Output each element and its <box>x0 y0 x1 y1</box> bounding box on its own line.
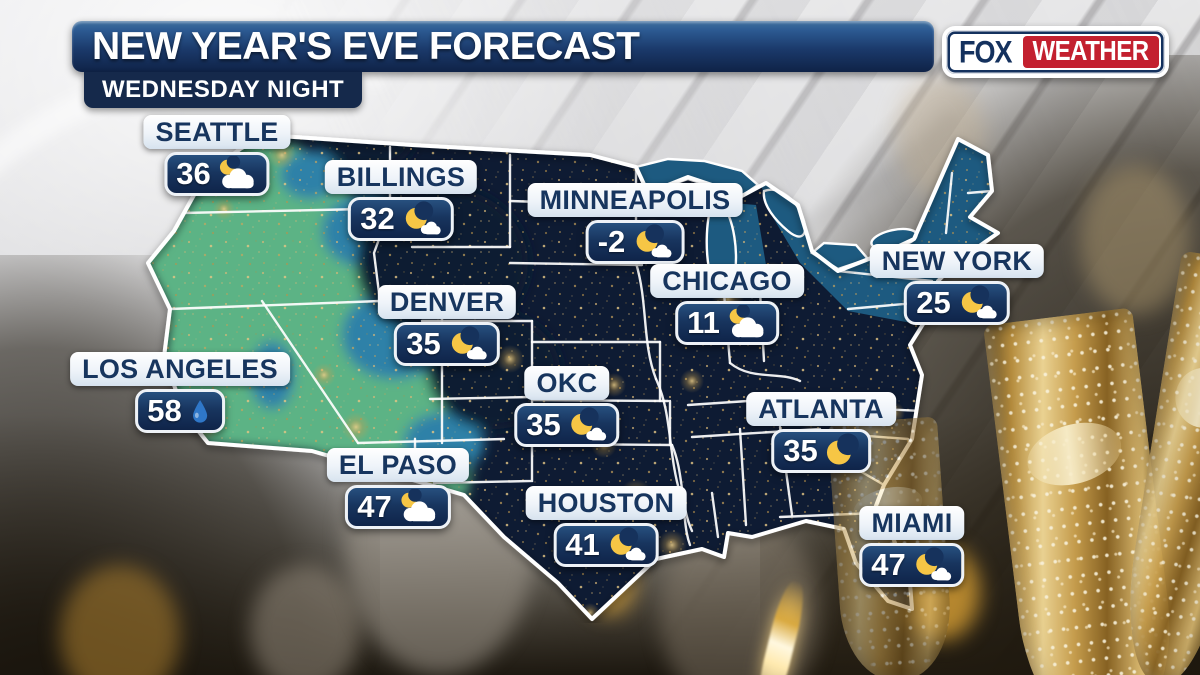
city-label-miami: MIAMI 47 <box>859 506 965 587</box>
weather-logo-text: WEATHER <box>1032 35 1150 67</box>
city-label-atlanta: ATLANTA 35 <box>746 392 896 473</box>
mostly-cloudy-night-icon <box>725 305 767 341</box>
valid-time-label: WEDNESDAY NIGHT <box>102 76 345 103</box>
mostly-cloudy-night-icon <box>216 156 258 192</box>
clear-night-icon <box>823 433 859 469</box>
city-label-seattle: SEATTLE 36 <box>143 115 291 196</box>
city-name: BILLINGS <box>324 160 478 194</box>
partly-cloudy-night-icon <box>566 407 608 443</box>
temperature-value: 41 <box>565 527 600 562</box>
temp-badge: 11 <box>675 301 779 345</box>
partly-cloudy-night-icon <box>630 224 672 260</box>
city-name: SEATTLE <box>143 115 291 149</box>
city-label-billings: BILLINGS 32 <box>324 160 478 241</box>
fox-logo-box: FOX <box>950 34 1021 70</box>
temp-badge: 32 <box>348 197 454 241</box>
city-name: MIAMI <box>859 506 965 540</box>
mostly-cloudy-night-icon <box>397 489 439 525</box>
partly-cloudy-night-icon <box>446 326 488 362</box>
fox-weather-logo: FOX WEATHER <box>942 26 1169 78</box>
city-name: HOUSTON <box>525 486 687 520</box>
temperature-value: 47 <box>357 489 392 524</box>
city-name: OKC <box>524 366 610 400</box>
rain-drop-icon <box>187 395 213 427</box>
logo-inner: FOX WEATHER <box>950 34 1161 70</box>
temperature-value: 58 <box>147 393 182 428</box>
fox-logo-text: FOX <box>959 34 1013 69</box>
city-name: LOS ANGELES <box>70 352 290 386</box>
temp-badge: 47 <box>859 543 965 587</box>
temp-badge: 35 <box>394 322 500 366</box>
temperature-value: 35 <box>783 433 818 468</box>
temp-badge: 35 <box>771 429 871 473</box>
headline-title: NEW YEAR'S EVE FORECAST <box>92 24 640 68</box>
city-name: NEW YORK <box>869 244 1045 278</box>
city-label-new-york: NEW YORK 25 <box>869 244 1045 325</box>
temperature-value: -2 <box>597 224 626 259</box>
valid-time-banner: WEDNESDAY NIGHT <box>84 72 363 108</box>
city-label-chicago: CHICAGO 11 <box>650 264 804 345</box>
weather-logo-box: WEATHER <box>1022 35 1159 68</box>
city-label-el-paso: EL PASO 47 <box>326 448 470 529</box>
city-name: CHICAGO <box>650 264 804 298</box>
temp-badge: 58 <box>135 389 225 433</box>
city-name: ATLANTA <box>746 392 896 426</box>
city-name: DENVER <box>377 285 517 319</box>
city-label-houston: HOUSTON 41 <box>525 486 687 567</box>
city-label-denver: DENVER 35 <box>377 285 517 366</box>
temp-badge: 47 <box>345 485 451 529</box>
logo-frame: FOX WEATHER <box>946 30 1165 74</box>
temperature-value: 35 <box>526 407 561 442</box>
city-name: MINNEAPOLIS <box>527 183 743 217</box>
temperature-value: 25 <box>916 285 951 320</box>
headline-banner: NEW YEAR'S EVE FORECAST <box>72 21 934 72</box>
temperature-value: 47 <box>871 547 906 582</box>
city-label-los-angeles: LOS ANGELES 58 <box>70 352 290 433</box>
city-label-minneapolis: MINNEAPOLIS -2 <box>527 183 743 264</box>
partly-cloudy-night-icon <box>956 285 998 321</box>
city-name: EL PASO <box>326 448 470 482</box>
temperature-value: 11 <box>687 305 720 340</box>
temp-badge: 25 <box>904 281 1010 325</box>
temperature-value: 36 <box>176 156 211 191</box>
partly-cloudy-night-icon <box>400 201 442 237</box>
temp-badge: -2 <box>585 220 685 264</box>
temperature-value: 32 <box>360 201 395 236</box>
temperature-value: 35 <box>406 326 441 361</box>
partly-cloudy-night-icon <box>605 527 647 563</box>
partly-cloudy-night-icon <box>911 547 953 583</box>
temp-badge: 41 <box>553 523 659 567</box>
temp-badge: 36 <box>164 152 270 196</box>
temp-badge: 35 <box>514 403 620 447</box>
city-label-okc: OKC 35 <box>514 366 620 447</box>
